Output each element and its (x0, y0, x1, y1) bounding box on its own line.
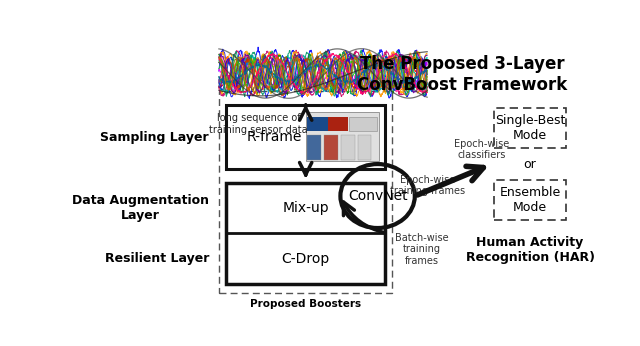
Text: Proposed Boosters: Proposed Boosters (250, 299, 361, 309)
Bar (307, 117, 338, 131)
Text: C-Drop: C-Drop (282, 252, 330, 266)
FancyBboxPatch shape (494, 180, 566, 220)
Text: R-frame: R-frame (246, 130, 301, 144)
Text: Sampling Layer: Sampling Layer (100, 131, 209, 144)
Bar (349, 117, 377, 131)
FancyBboxPatch shape (494, 108, 566, 148)
FancyBboxPatch shape (227, 183, 385, 284)
Text: The Proposed 3-Layer
ConvBoost Framework: The Proposed 3-Layer ConvBoost Framework (356, 55, 567, 94)
Text: Epoch-wise
training frames: Epoch-wise training frames (390, 175, 465, 196)
Bar (324, 135, 338, 160)
Text: ConvNet: ConvNet (348, 189, 408, 203)
Text: Resilient Layer: Resilient Layer (104, 252, 209, 265)
Bar (328, 117, 348, 131)
Text: or: or (524, 157, 536, 171)
Bar (358, 135, 371, 160)
Text: Batch-wise
training
frames: Batch-wise training frames (395, 233, 449, 266)
Bar (340, 135, 355, 160)
FancyBboxPatch shape (306, 112, 379, 161)
Bar (307, 135, 321, 160)
FancyBboxPatch shape (227, 106, 385, 170)
Text: Epoch-wise
classifiers: Epoch-wise classifiers (454, 139, 509, 160)
Text: Mix-up: Mix-up (282, 201, 329, 215)
Text: long sequence of
training sensor data: long sequence of training sensor data (209, 113, 308, 135)
Text: Single-Best
Mode: Single-Best Mode (495, 114, 565, 142)
Text: Human Activity
Recognition (HAR): Human Activity Recognition (HAR) (466, 236, 595, 264)
Text: Ensemble
Mode: Ensemble Mode (499, 186, 561, 214)
Text: Data Augmentation
Layer: Data Augmentation Layer (72, 194, 209, 222)
